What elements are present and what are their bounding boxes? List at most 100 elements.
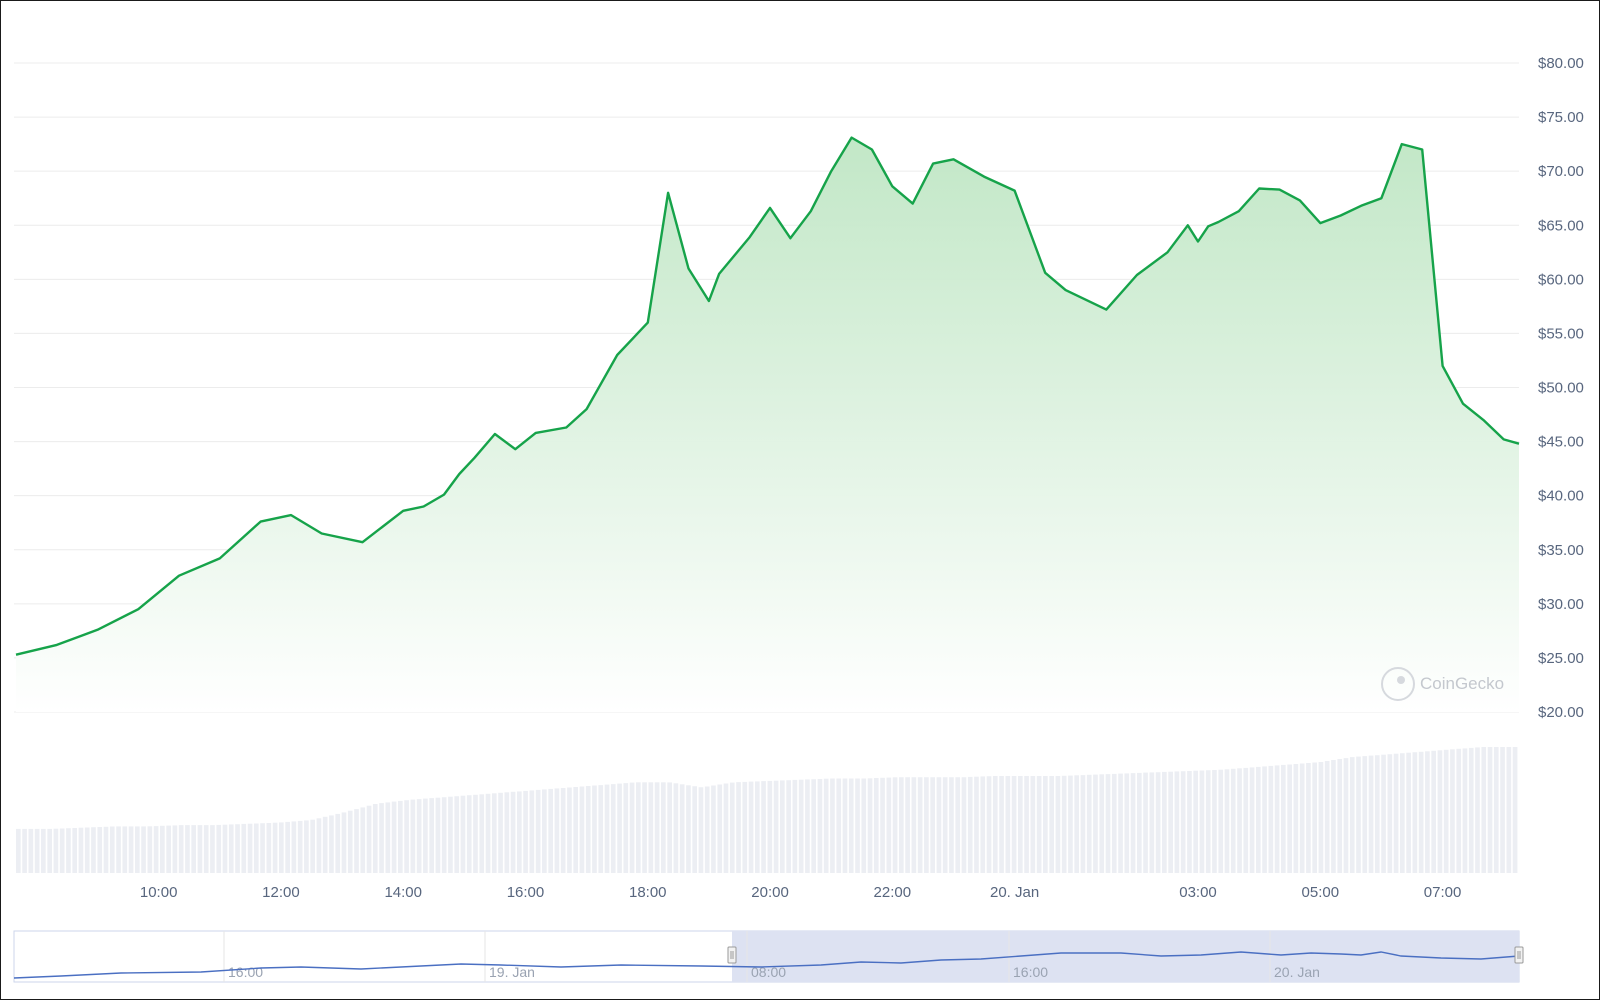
- volume-bar: [517, 791, 522, 873]
- volume-bar: [279, 822, 284, 873]
- volume-bar: [1237, 768, 1242, 873]
- x-tick-label: 20. Jan: [990, 884, 1039, 901]
- volume-bar: [873, 778, 879, 873]
- coingecko-watermark: CoinGecko: [1381, 667, 1504, 701]
- x-tick-label: 22:00: [874, 884, 912, 901]
- volume-bar: [754, 781, 760, 873]
- volume-bar: [773, 780, 779, 873]
- volume-bar: [235, 824, 240, 873]
- price-point: [809, 209, 813, 213]
- volume-bar: [892, 777, 898, 873]
- volume-bar: [1005, 776, 1011, 873]
- volume-bar: [848, 778, 854, 873]
- volume-bar: [1468, 747, 1474, 873]
- volume-bar: [936, 777, 942, 873]
- volume-bar: [1174, 771, 1180, 873]
- volume-bar: [679, 784, 685, 873]
- price-point: [686, 266, 690, 270]
- volume-bar: [47, 828, 52, 873]
- volume-bar: [360, 807, 366, 873]
- volume-bar: [316, 818, 322, 873]
- volume-bar: [1425, 751, 1430, 873]
- volume-bar: [635, 782, 641, 873]
- volume-bar: [153, 826, 159, 873]
- volume-bar: [949, 777, 954, 873]
- volume-bar: [1362, 756, 1368, 873]
- navigator-label: 19. Jan: [489, 964, 535, 980]
- volume-bar: [1162, 771, 1167, 873]
- volume-bar: [1043, 776, 1048, 873]
- price-area: [16, 137, 1519, 713]
- volume-bar: [28, 828, 34, 873]
- price-point: [747, 235, 751, 239]
- volume-bar: [598, 785, 604, 873]
- price-point: [1502, 437, 1506, 441]
- volume-bar: [285, 821, 290, 873]
- price-point: [615, 353, 619, 357]
- volume-bar: [1180, 771, 1186, 873]
- navigator-handle-left[interactable]: [727, 946, 737, 964]
- volume-bar: [241, 823, 247, 873]
- volume-bar: [1218, 769, 1224, 873]
- navigator-handle-right[interactable]: [1514, 946, 1524, 964]
- volume-bar: [266, 823, 272, 873]
- volume-bar: [1443, 749, 1449, 873]
- volume-bar: [704, 786, 710, 873]
- x-axis: 10:00 12:00 14:00 16:00 18:00 20:00 22:00 20. J…: [140, 884, 1461, 901]
- y-tick-label: $75.00: [1538, 109, 1584, 126]
- volume-bar: [548, 788, 553, 873]
- volume-bar: [498, 792, 503, 873]
- volume-bar: [84, 827, 90, 873]
- price-point: [421, 504, 425, 508]
- volume-bar: [366, 805, 372, 873]
- y-tick-label: $80.00: [1538, 55, 1584, 72]
- volume-bar: [134, 826, 140, 873]
- volume-bar: [1287, 764, 1292, 873]
- volume-bar: [905, 777, 910, 873]
- y-tick-label: $35.00: [1538, 542, 1584, 559]
- volume-bar: [1281, 764, 1286, 873]
- volume-bar: [1130, 773, 1136, 873]
- volume-bar: [466, 795, 472, 873]
- volume-bar: [1049, 776, 1054, 873]
- volume-bar: [34, 828, 40, 873]
- volume-bar: [1493, 747, 1499, 873]
- volume-bar: [560, 788, 566, 873]
- volume-bar: [573, 787, 579, 873]
- price-point: [707, 299, 711, 303]
- price-point: [136, 607, 140, 611]
- y-tick-label: $45.00: [1538, 434, 1584, 451]
- volume-bar: [41, 828, 46, 873]
- volume-bar: [642, 782, 647, 873]
- volume-bar: [1080, 775, 1086, 873]
- y-tick-label: $25.00: [1538, 650, 1584, 667]
- volume-bar: [1506, 747, 1512, 873]
- volume-bars: [16, 747, 1518, 873]
- volume-bar: [297, 820, 303, 873]
- y-tick-label: $65.00: [1538, 217, 1584, 234]
- volume-bar: [1018, 776, 1023, 873]
- volume-bar: [711, 785, 716, 873]
- volume-bar: [247, 823, 253, 873]
- volume-bar: [974, 776, 979, 873]
- price-point: [1196, 239, 1200, 243]
- volume-bar: [823, 778, 829, 873]
- volume-bar: [97, 827, 103, 873]
- volume-bar: [448, 796, 453, 873]
- navigator-selection[interactable]: [732, 931, 1519, 982]
- volume-bar: [385, 802, 391, 873]
- x-tick-label: 05:00: [1302, 884, 1340, 901]
- volume-bar: [485, 793, 491, 873]
- volume-bar: [880, 777, 885, 873]
- volume-bar: [1487, 747, 1493, 873]
- volume-bar: [1136, 772, 1142, 873]
- navigator[interactable]: 16:00 19. Jan 08:00 16:00 20. Jan: [13, 930, 1524, 983]
- price-point: [890, 184, 894, 188]
- volume-bar: [523, 790, 528, 873]
- price-point: [1165, 250, 1169, 254]
- volume-bar: [1356, 756, 1361, 873]
- navigator-series-line: [13, 951, 1520, 979]
- price-point: [289, 513, 293, 517]
- price-point: [1277, 187, 1281, 191]
